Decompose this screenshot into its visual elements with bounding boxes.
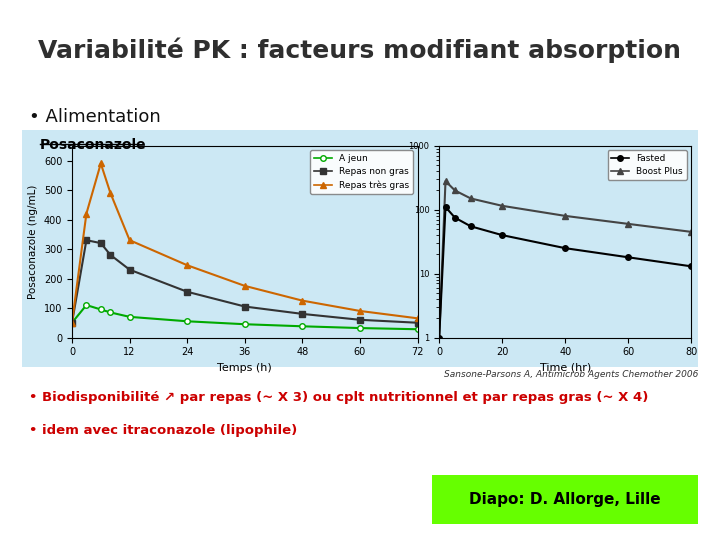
Fasted — [467, 223, 475, 230]
Legend: Fasted, Boost Plus: Fasted, Boost Plus — [608, 150, 687, 180]
Text: • Biodisponibilité ↗ par repas (~ X 3) ou cplt nutritionnel et par repas gras (~: • Biodisponibilité ↗ par repas (~ X 3) o… — [29, 392, 648, 404]
Fasted — [561, 245, 570, 252]
X-axis label: Temps (h): Temps (h) — [217, 363, 272, 373]
Fasted — [451, 214, 459, 221]
Text: Variabilité PK : facteurs modifiant absorption: Variabilité PK : facteurs modifiant abso… — [38, 38, 682, 63]
X-axis label: Time (hr): Time (hr) — [539, 363, 591, 373]
Text: • Alimentation: • Alimentation — [29, 108, 161, 126]
Boost Plus — [435, 334, 444, 341]
Fasted — [498, 232, 507, 238]
Boost Plus — [687, 228, 696, 235]
Text: Posaconazole: Posaconazole — [40, 138, 146, 152]
Boost Plus — [624, 221, 632, 227]
Fasted — [435, 334, 444, 341]
Text: Sansone-Parsons A, Antimicrob Agents Chemother 2006: Sansone-Parsons A, Antimicrob Agents Che… — [444, 370, 698, 379]
Legend: A jeun, Repas non gras, Repas très gras: A jeun, Repas non gras, Repas très gras — [310, 150, 413, 194]
Line: Boost Plus: Boost Plus — [436, 178, 694, 340]
Fasted — [624, 254, 632, 260]
Fasted — [687, 263, 696, 269]
Boost Plus — [467, 195, 475, 201]
Boost Plus — [498, 202, 507, 209]
Boost Plus — [441, 178, 450, 184]
Fasted — [441, 204, 450, 210]
Text: • idem avec itraconazole (lipophile): • idem avec itraconazole (lipophile) — [29, 424, 297, 437]
Text: Diapo: D. Allorge, Lille: Diapo: D. Allorge, Lille — [469, 492, 661, 507]
Line: Fasted: Fasted — [436, 204, 694, 340]
Y-axis label: Posaconazole (ng/mL): Posaconazole (ng/mL) — [28, 185, 38, 299]
Boost Plus — [561, 213, 570, 219]
Boost Plus — [451, 187, 459, 194]
